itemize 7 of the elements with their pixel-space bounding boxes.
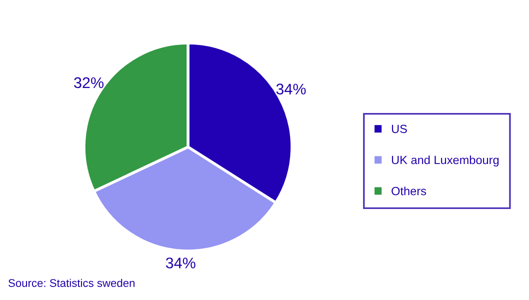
legend-label: Others [392,186,426,196]
legend-label: US [392,124,407,134]
source-note: Source: Statistics sweden [8,278,134,287]
legend-label: UK and Luxembourg [392,156,499,167]
data-label: 32% [74,77,104,88]
data-label: 34% [166,258,196,268]
data-label: 34% [276,84,306,94]
